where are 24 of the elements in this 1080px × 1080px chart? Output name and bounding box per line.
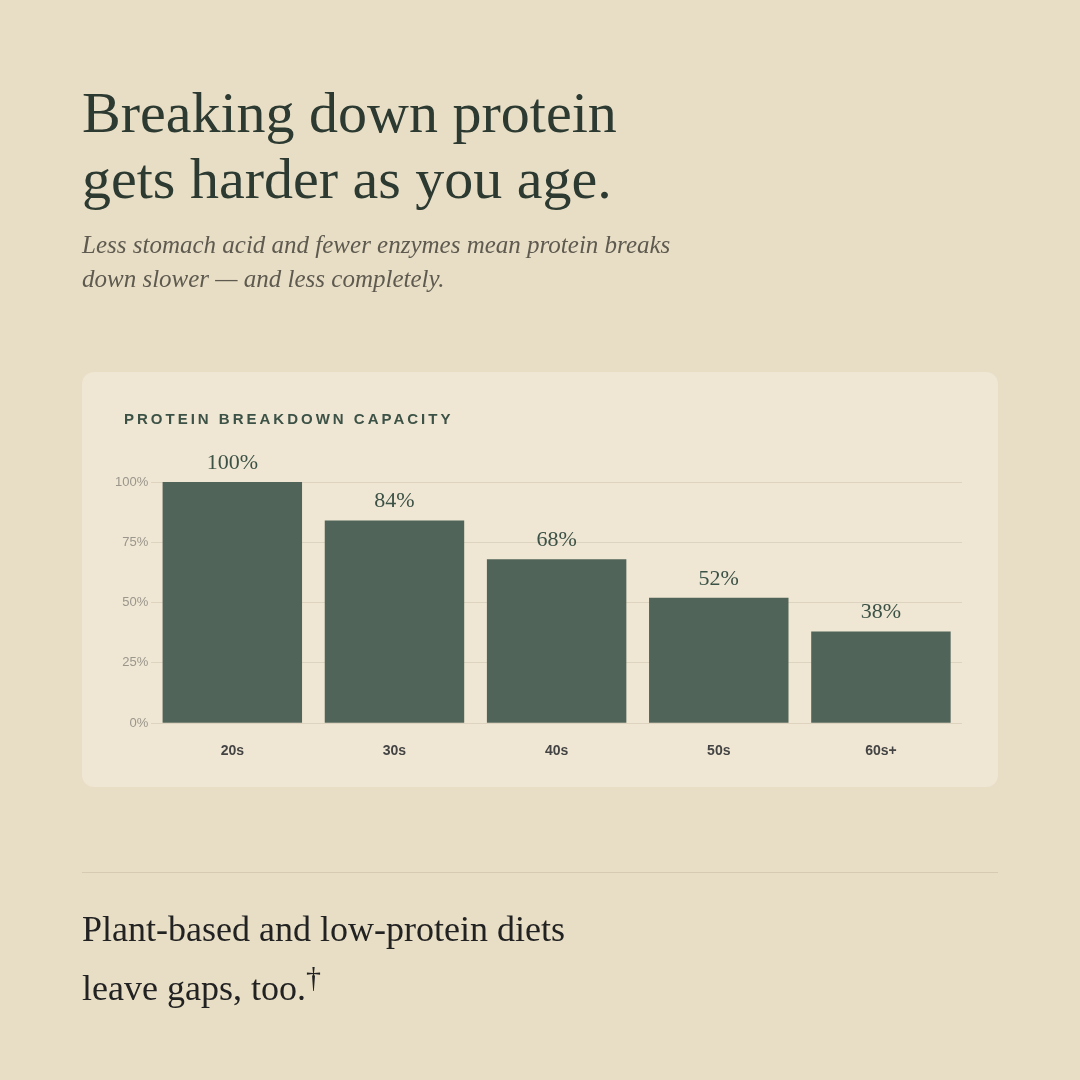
x-tick-label: 40s [544,742,569,759]
text: Plant-based and low-protein diets leave gaps, too.$^{†}$ [82,908,566,1010]
y-tick-label: 25% [122,654,149,670]
x-tick-label: 50s [707,742,731,759]
chart-title: Breaking down protein gets harder as you age. [82,80,618,212]
y-tick-label: 50% [122,594,149,610]
x-tick-label: 60s+ [865,742,897,759]
bar [649,597,789,723]
bar [811,631,951,723]
x-tick-label: 20s [220,742,245,759]
x-tick-label: 30s [382,742,407,759]
data-label: 100% [206,448,258,474]
data-label: 68% [536,525,577,551]
y-tick-label: 100% [115,473,149,489]
text: PROTEIN BREAKDOWN CAPACITY [124,410,454,427]
data-label: 84% [374,487,415,513]
chart-subtitle: Less stomach acid and fewer enzymes mean protein breaks down slower — and less completely. [82,230,672,294]
y-tick-label: 0% [129,714,149,730]
data-label: 52% [698,564,739,590]
bar [324,520,465,723]
bar [486,559,627,723]
y-tick-label: 75% [122,533,149,549]
bar [162,482,303,723]
data-label: 38% [860,598,902,624]
